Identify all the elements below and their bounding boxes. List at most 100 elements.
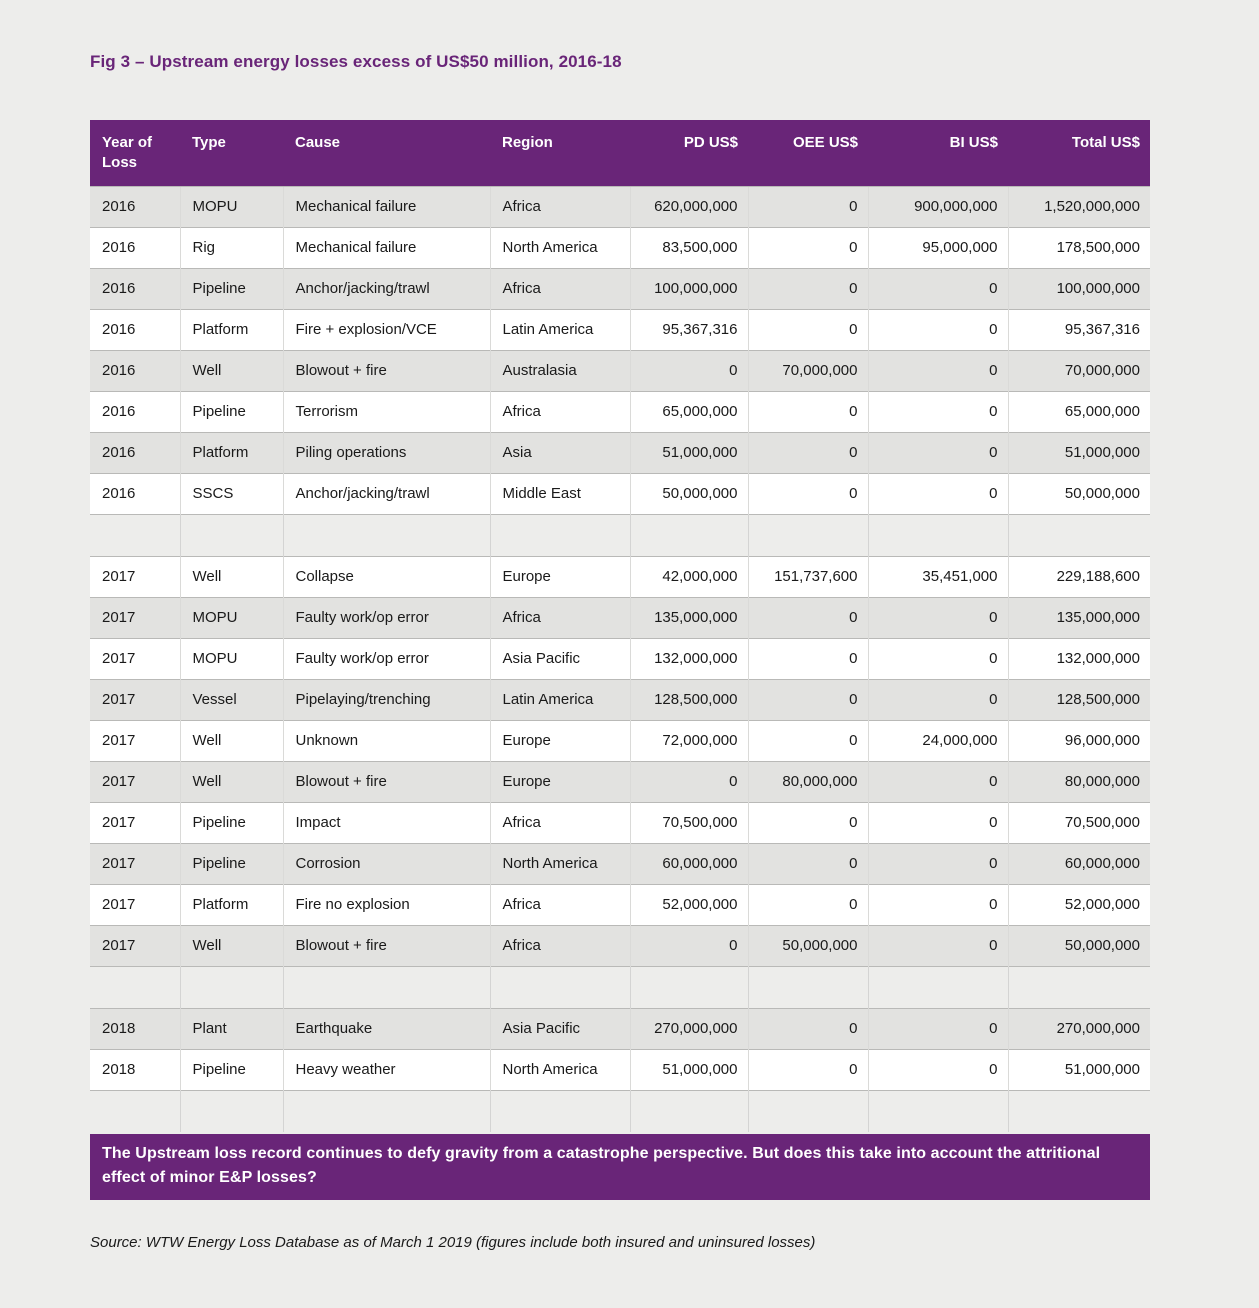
table-row: 2016 Pipeline Anchor/jacking/trawl Africa 10… [90,267,1150,309]
cell-oee: 0 [747,596,868,638]
cell-pd: 72,000,000 [629,719,748,761]
spacer-cell [629,513,748,556]
table-row: 2016 Rig Mechanical failure North America 83… [90,226,1150,268]
cell-type: Platform [179,308,283,350]
cell-bi: 0 [867,924,1008,966]
table-row: 2016 Platform Fire + explosion/VCE Latin Am… [90,308,1150,350]
cell-total: 50,000,000 [1007,472,1150,514]
cell-total: 96,000,000 [1007,719,1150,761]
figure-title: Fig 3 – Upstream energy losses excess of… [90,52,622,71]
cell-total: 65,000,000 [1007,390,1150,432]
cell-year: 2016 [90,472,180,514]
cell-year: 2018 [90,1007,180,1049]
cell-pd: 65,000,000 [629,390,748,432]
cell-total: 229,188,600 [1007,555,1150,597]
cell-total: 1,520,000,000 [1007,185,1150,227]
cell-cause: Anchor/jacking/trawl [282,472,490,514]
cell-region: Africa [489,883,630,925]
spacer-cell [629,1089,748,1132]
source-note: Source: WTW Energy Loss Database as of M… [90,1234,816,1251]
cell-pd: 51,000,000 [629,431,748,473]
cell-oee: 0 [747,637,868,679]
section-spacer-row [90,513,1150,556]
table-row: 2017 Platform Fire no explosion Africa 52,00… [90,883,1150,925]
cell-year: 2016 [90,349,180,391]
table-row: 2018 Plant Earthquake Asia Pacific 270,000,0… [90,1007,1150,1049]
cell-cause: Unknown [282,719,490,761]
cell-cause: Terrorism [282,390,490,432]
cell-cause: Blowout + fire [282,924,490,966]
cell-bi: 35,451,000 [867,555,1008,597]
table-row: 2017 Pipeline Impact Africa 70,500,000 0 0 70,5… [90,801,1150,843]
table-row: 2016 Platform Piling operations Asia 51,000,… [90,431,1150,473]
cell-bi: 0 [867,760,1008,802]
cell-bi: 0 [867,431,1008,473]
cell-total: 51,000,000 [1007,431,1150,473]
cell-oee: 70,000,000 [747,349,868,391]
spacer-cell [867,965,1008,1008]
cell-type: Plant [179,1007,283,1049]
cell-year: 2017 [90,760,180,802]
column-header-region: Region [490,120,630,186]
cell-oee: 0 [747,883,868,925]
table-row: 2017 Vessel Pipelaying/trenching Latin Amer… [90,678,1150,720]
cell-cause: Impact [282,801,490,843]
spacer-cell [179,1089,283,1132]
cell-year: 2017 [90,842,180,884]
column-header-oee: OEE US$ [748,120,868,186]
cell-cause: Fire + explosion/VCE [282,308,490,350]
table-row: 2018 Pipeline Heavy weather North America 51… [90,1048,1150,1090]
cell-year: 2017 [90,883,180,925]
cell-bi: 0 [867,1007,1008,1049]
cell-oee: 0 [747,801,868,843]
cell-bi: 0 [867,1048,1008,1090]
spacer-cell [1007,965,1150,1008]
cell-pd: 270,000,000 [629,1007,748,1049]
section-spacer-row [90,965,1150,1008]
cell-oee: 0 [747,185,868,227]
cell-year: 2017 [90,637,180,679]
cell-type: Rig [179,226,283,268]
cell-oee: 0 [747,431,868,473]
spacer-cell [1007,1089,1150,1132]
cell-cause: Faulty work/op error [282,596,490,638]
cell-total: 100,000,000 [1007,267,1150,309]
cell-pd: 70,500,000 [629,801,748,843]
spacer-cell [867,1089,1008,1132]
cell-bi: 0 [867,883,1008,925]
cell-pd: 83,500,000 [629,226,748,268]
table-header: Year of Loss Type Cause Region PD US$ OEE US$… [90,120,1150,186]
column-header-pd: PD US$ [630,120,748,186]
cell-year: 2016 [90,267,180,309]
cell-oee: 0 [747,308,868,350]
column-header-cause: Cause [283,120,490,186]
cell-type: MOPU [179,185,283,227]
cell-pd: 42,000,000 [629,555,748,597]
cell-bi: 0 [867,637,1008,679]
table-row: 2016 SSCS Anchor/jacking/trawl Middle East 5… [90,472,1150,514]
column-header-bi: BI US$ [868,120,1008,186]
spacer-cell [90,513,180,556]
table-row: 2016 MOPU Mechanical failure Africa 620,000,… [90,185,1150,227]
cell-pd: 132,000,000 [629,637,748,679]
cell-region: Latin America [489,678,630,720]
cell-year: 2016 [90,390,180,432]
table-row: 2017 Well Collapse Europe 42,000,000 151,737,… [90,555,1150,597]
cell-region: Middle East [489,472,630,514]
cell-bi: 0 [867,678,1008,720]
cell-total: 128,500,000 [1007,678,1150,720]
cell-total: 70,500,000 [1007,801,1150,843]
cell-oee: 0 [747,472,868,514]
cell-cause: Mechanical failure [282,226,490,268]
table-row: 2017 Pipeline Corrosion North America 60,000… [90,842,1150,884]
cell-region: Africa [489,596,630,638]
cell-cause: Heavy weather [282,1048,490,1090]
cell-year: 2016 [90,308,180,350]
section-spacer-row [90,1089,1150,1132]
cell-type: Well [179,349,283,391]
spacer-cell [629,965,748,1008]
cell-type: Well [179,760,283,802]
cell-bi: 0 [867,842,1008,884]
cell-total: 70,000,000 [1007,349,1150,391]
cell-year: 2016 [90,431,180,473]
